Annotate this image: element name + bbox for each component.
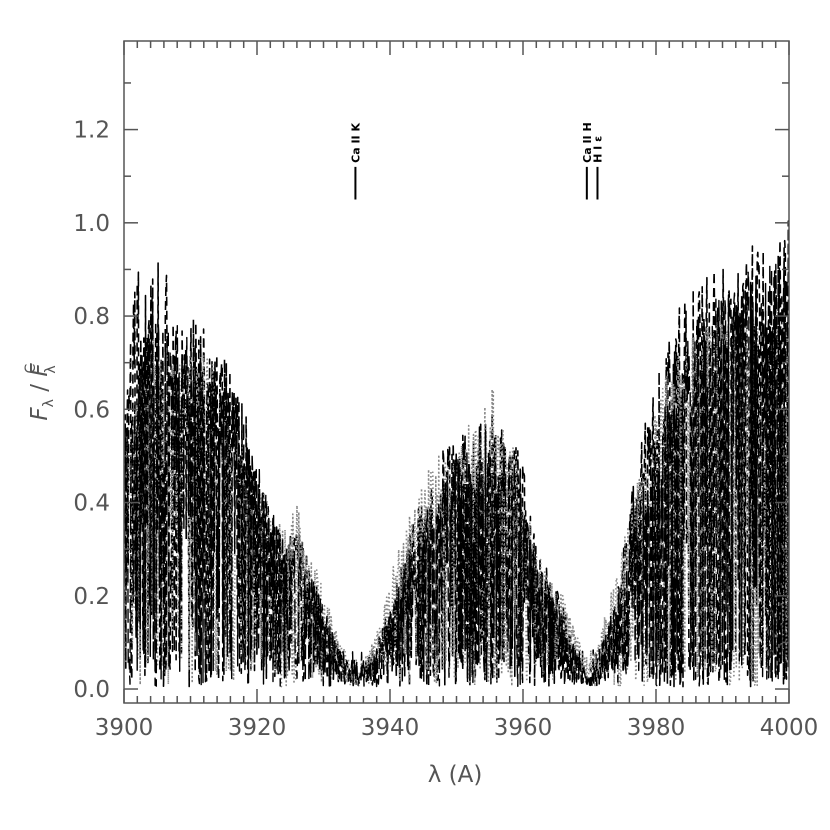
ticks-layer (123, 41, 790, 703)
svg-text:Fλ / FCλ: Fλ / FC λ (23, 363, 59, 421)
x-tick-label: 3940 (361, 715, 420, 741)
x-tick-label: 3980 (627, 715, 686, 741)
y-tick-label: 1.0 (73, 211, 110, 237)
series-layer (124, 220, 789, 688)
line-id-label: Ca II K (349, 123, 362, 163)
y-tick-label: 0.8 (73, 304, 110, 330)
series-long-dash-line (124, 257, 789, 688)
x-tick-label: 3960 (494, 715, 553, 741)
line-id-label: Ca II H (581, 122, 594, 163)
y-tick-label: 0.2 (73, 584, 110, 610)
x-tick-label: 3920 (228, 715, 287, 741)
y-tick-label: 1.2 (73, 118, 110, 144)
line-id-layer: Ca II K Ca II HH I ε (349, 122, 604, 200)
labels-layer: 3900 3920 3940 3960 3980 4000 0.0 0.2 0.4 0.6 0.8 1… (73, 118, 818, 741)
y-tick-label: 0.6 (73, 397, 110, 423)
y-tick-label: 0.0 (73, 677, 110, 703)
x-tick-label: 4000 (760, 715, 819, 741)
x-axis-title: λ (A) (428, 762, 483, 788)
y-tick-label: 0.4 (73, 491, 110, 517)
y-axis-title: Fλ / FC λ (23, 363, 59, 421)
x-tick-label: 3900 (95, 715, 154, 741)
line-id-label: H I ε (591, 136, 604, 163)
